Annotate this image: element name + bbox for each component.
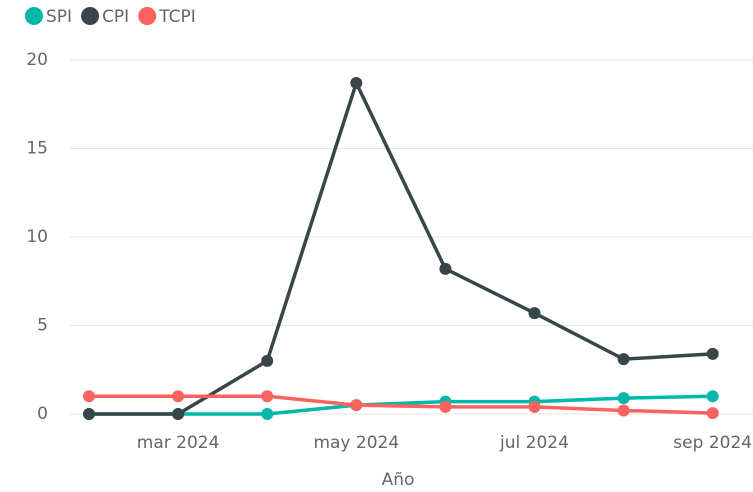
data-point — [83, 390, 95, 403]
data-point — [172, 390, 185, 403]
data-point — [172, 408, 185, 420]
data-point — [261, 390, 274, 403]
data-point — [706, 347, 719, 360]
data-point — [706, 390, 719, 403]
data-point — [617, 353, 630, 366]
legend-marker — [81, 7, 100, 25]
x-axis-title: Año — [382, 470, 415, 490]
x-tick-label: may 2024 — [313, 433, 399, 453]
y-tick-label: 0 — [37, 404, 48, 424]
series-line — [89, 81, 713, 416]
y-tick-label: 15 — [26, 139, 48, 159]
data-point — [528, 307, 541, 320]
y-tick-label: 10 — [26, 227, 48, 247]
data-point — [439, 400, 452, 413]
x-tick-label: jul 2024 — [499, 433, 569, 453]
x-tick-label: mar 2024 — [137, 433, 220, 453]
data-point — [528, 400, 541, 413]
data-point — [83, 408, 95, 420]
data-point — [706, 407, 719, 420]
legend-marker — [25, 7, 43, 25]
legend-marker — [138, 7, 157, 25]
x-tick-label: sep 2024 — [673, 433, 752, 453]
series-line — [89, 394, 713, 415]
data-point — [261, 408, 274, 420]
data-point — [350, 399, 363, 412]
y-tick-label: 5 — [37, 316, 48, 336]
data-point — [439, 262, 452, 275]
y-tick-label: 20 — [26, 50, 48, 70]
legend-label: SPI — [46, 7, 72, 27]
series-line — [89, 394, 713, 416]
data-point — [617, 404, 630, 417]
legend-label: TCPI — [158, 7, 196, 27]
data-point — [617, 392, 630, 405]
data-point — [350, 77, 363, 90]
data-point — [261, 354, 274, 367]
legend-label: CPI — [102, 7, 129, 27]
